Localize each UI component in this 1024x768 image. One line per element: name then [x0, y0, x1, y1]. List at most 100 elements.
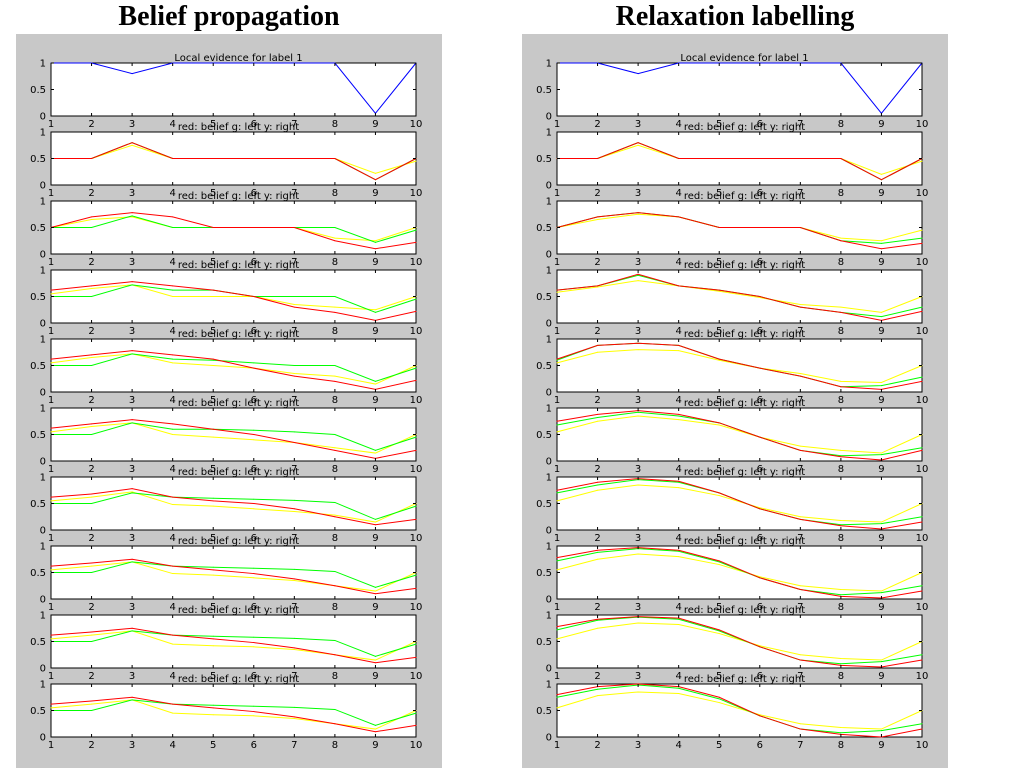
belief-propagation-figure: 1 2 3 4 5 6 7 8 9 10 0 0.5 1 Local evidence for label…	[16, 34, 442, 768]
left-point	[212, 497, 214, 499]
left-point	[840, 732, 842, 734]
left-point	[415, 436, 417, 438]
right-point	[374, 383, 376, 385]
x-tick-label: 5	[716, 119, 722, 130]
iteration-subplot-title: red: belief g: left y: right	[684, 536, 805, 547]
belief-point	[799, 728, 801, 730]
right-point	[172, 573, 174, 575]
left-point	[637, 411, 639, 413]
right-point	[253, 577, 255, 579]
left-point	[172, 289, 174, 291]
belief-point	[799, 306, 801, 308]
evidence-point	[131, 73, 133, 75]
right-point	[637, 144, 639, 146]
axes-box	[556, 614, 923, 669]
iteration-subplot-title: red: belief g: left y: right	[178, 329, 299, 340]
x-tick-label: 3	[635, 395, 641, 406]
right-point	[880, 521, 882, 523]
left-point	[253, 705, 255, 707]
belief-point	[556, 489, 558, 491]
right-point	[212, 436, 214, 438]
right-point	[374, 309, 376, 311]
x-tick-label: 9	[372, 326, 378, 337]
belief-point	[556, 289, 558, 291]
right-series-line	[556, 622, 923, 661]
right-point	[131, 144, 133, 146]
left-point	[253, 567, 255, 569]
y-tick-label: 1	[546, 542, 552, 553]
iteration-subplot-title: red: belief g: left y: right	[178, 467, 299, 478]
right-point	[212, 296, 214, 297]
left-point	[293, 706, 295, 708]
y-tick-label: 0	[546, 319, 552, 330]
iteration-subplot-5: 1 2 3 4 5 6 7 8 9 10 0 0.5 1 red: belief g: left y: r…	[30, 398, 422, 475]
x-tick-label: 7	[797, 671, 803, 682]
x-tick-label: 1	[48, 671, 54, 682]
belief-point	[131, 142, 133, 144]
x-tick-label: 6	[251, 326, 257, 337]
y-tick-label: 1	[546, 473, 552, 484]
right-point	[556, 707, 558, 709]
right-point	[334, 514, 336, 516]
right-point	[840, 726, 842, 728]
x-tick-label: 10	[410, 326, 423, 337]
x-tick-label: 9	[372, 119, 378, 130]
x-tick-label: 8	[838, 395, 844, 406]
left-point	[293, 568, 295, 570]
x-tick-label: 1	[554, 671, 560, 682]
x-tick-label: 9	[372, 257, 378, 268]
x-tick-label: 9	[878, 257, 884, 268]
left-point	[374, 449, 376, 451]
right-point	[799, 516, 801, 518]
belief-series-line	[50, 419, 417, 459]
x-tick-label: 4	[169, 533, 175, 544]
right-point	[91, 288, 93, 290]
left-point	[91, 710, 93, 711]
belief-series-line	[50, 212, 417, 250]
right-point	[556, 638, 558, 640]
right-point	[597, 695, 599, 697]
belief-point	[678, 413, 680, 415]
x-tick-label: 4	[675, 326, 681, 337]
x-tick-label: 4	[169, 119, 175, 130]
x-tick-label: 10	[916, 464, 929, 475]
right-point	[759, 576, 761, 578]
belief-point	[212, 569, 214, 571]
left-point	[334, 570, 336, 572]
left-point	[921, 723, 923, 725]
right-point	[840, 588, 842, 590]
x-tick-label: 2	[594, 740, 600, 751]
left-point	[131, 630, 133, 632]
right-point	[840, 519, 842, 521]
iteration-subplot-8: 1 2 3 4 5 6 7 8 9 10 0 0.5 1 red: belief g: left y: r…	[536, 605, 928, 682]
x-tick-label: 7	[291, 257, 297, 268]
right-point	[50, 500, 52, 502]
left-point	[91, 503, 93, 504]
x-tick-label: 6	[757, 395, 763, 406]
x-tick-label: 9	[372, 671, 378, 682]
y-tick-label: 0.5	[30, 361, 46, 372]
belief-point	[759, 296, 761, 297]
left-point	[293, 637, 295, 639]
left-point	[334, 296, 336, 297]
y-tick-label: 0	[546, 250, 552, 261]
right-point	[172, 296, 174, 297]
belief-point	[91, 216, 93, 218]
iteration-subplot-title: red: belief g: left y: right	[684, 605, 805, 616]
belief-point	[91, 493, 93, 495]
x-tick-label: 2	[594, 533, 600, 544]
x-tick-label: 5	[210, 188, 216, 199]
x-tick-label: 6	[251, 188, 257, 199]
right-series-line	[556, 415, 923, 454]
belief-point	[131, 281, 133, 283]
right-series-line	[50, 561, 417, 592]
belief-point	[374, 524, 376, 526]
belief-point	[718, 492, 720, 494]
x-tick-label: 2	[88, 533, 94, 544]
y-tick-label: 0.5	[30, 85, 46, 96]
belief-point	[718, 422, 720, 424]
left-point	[880, 242, 882, 244]
x-tick-label: 10	[916, 119, 929, 130]
right-point	[293, 372, 295, 374]
